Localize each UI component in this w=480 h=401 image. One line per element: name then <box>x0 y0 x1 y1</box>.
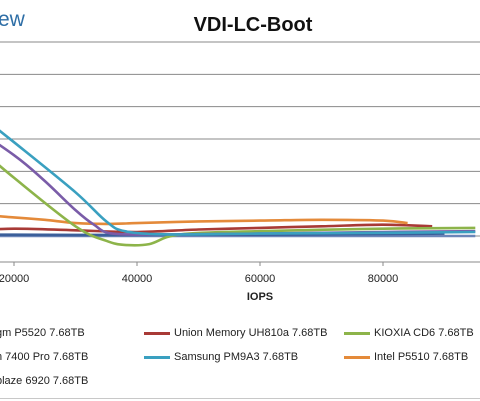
x-tick-label: 40000 <box>122 273 153 285</box>
legend-label: n 7400 Pro 7.68TB <box>0 351 89 363</box>
legend-label: Samsung PM9A3 7.68TB <box>174 351 299 363</box>
watermark-logo: ew <box>0 8 25 31</box>
legend-item: gm P5520 7.68TB <box>0 327 85 339</box>
legend: gm P5520 7.68TB Union Memory UH810a 7.68… <box>0 324 480 401</box>
legend-label: Intel P5510 7.68TB <box>374 351 469 363</box>
series-line <box>0 164 476 247</box>
x-axis <box>0 261 480 266</box>
legend-swatch <box>344 355 370 359</box>
legend-item: n 7400 Pro 7.68TB <box>0 351 88 363</box>
legend-item: Intel P5510 7.68TB <box>344 351 468 363</box>
legend-label: gm P5520 7.68TB <box>0 327 85 339</box>
x-tick-labels: 20000 40000 60000 80000 <box>0 273 398 285</box>
legend-label: blaze 6920 7.68TB <box>0 375 89 387</box>
legend-item: KIOXIA CD6 7.68TB <box>344 327 474 339</box>
frame-bottom-border <box>0 398 480 399</box>
legend-item: blaze 6920 7.68TB <box>0 375 88 387</box>
series-line <box>0 223 433 234</box>
x-tick-label: 80000 <box>368 273 399 285</box>
legend-swatch <box>144 331 170 335</box>
series-line <box>0 129 476 236</box>
legend-label: KIOXIA CD6 7.68TB <box>374 327 474 339</box>
chart-title: VDI-LC-Boot <box>193 14 313 36</box>
legend-item: Samsung PM9A3 7.68TB <box>144 351 298 363</box>
legend-swatch <box>144 355 170 359</box>
x-tick-label: 60000 <box>245 273 276 285</box>
x-tick-label: 20000 <box>0 273 29 285</box>
series-lines <box>0 129 476 247</box>
x-axis-label: IOPS <box>246 291 274 303</box>
legend-swatch <box>344 331 370 335</box>
series-line <box>0 143 476 236</box>
legend-item: Union Memory UH810a 7.68TB <box>144 327 327 339</box>
legend-label: Union Memory UH810a 7.68TB <box>174 327 328 339</box>
